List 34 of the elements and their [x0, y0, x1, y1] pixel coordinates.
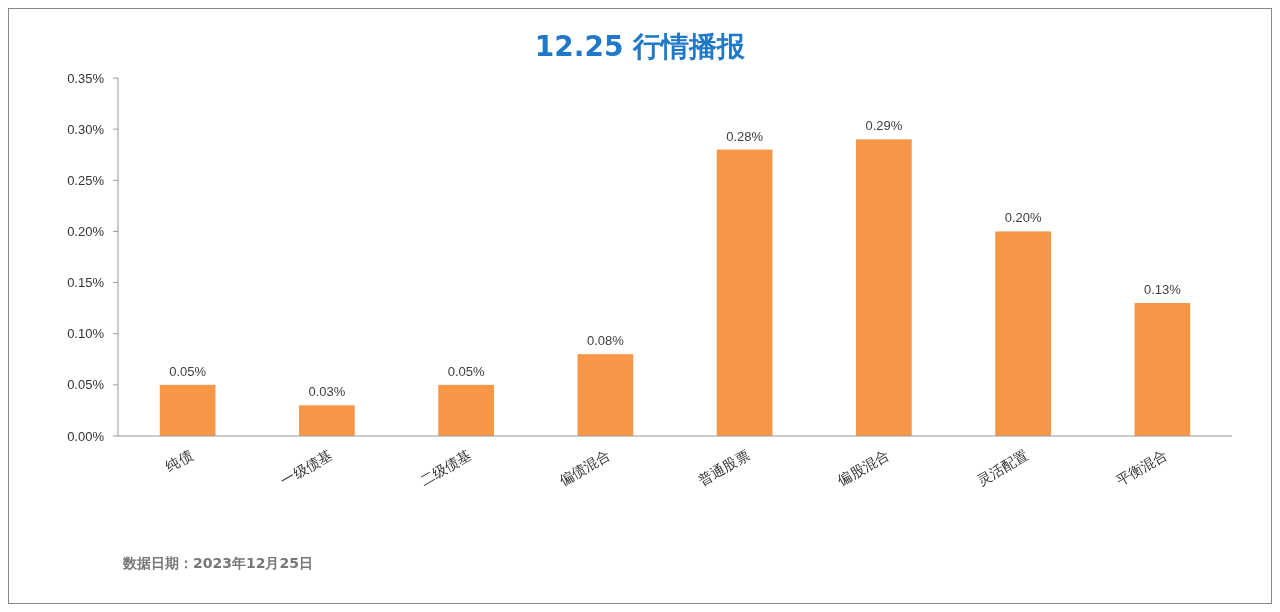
y-tick-label: 0.05%: [67, 377, 105, 393]
x-tick-label: 偏股混合: [834, 446, 892, 489]
x-tick-label: 偏债混合: [556, 446, 613, 489]
x-tick-label: 普通股票: [695, 446, 753, 489]
bar: [716, 149, 773, 436]
y-tick-label: 0.35%: [67, 70, 105, 86]
y-tick-label: 0.10%: [67, 326, 105, 342]
bar: [1134, 303, 1191, 436]
y-tick-label: 0.25%: [67, 172, 105, 188]
data-label: 0.29%: [865, 118, 903, 134]
x-tick-label: 纯债: [162, 446, 196, 475]
data-label: 0.05%: [169, 363, 207, 379]
bar: [299, 405, 355, 436]
bar: [159, 384, 216, 436]
data-label: 0.05%: [447, 363, 485, 379]
chart-title: 12.25 行情播报: [534, 30, 747, 63]
y-tick-label: 0.00%: [67, 428, 105, 444]
bar: [438, 384, 494, 436]
x-tick-label: 平衡混合: [1113, 446, 1170, 489]
y-tick-label: 0.15%: [67, 275, 105, 291]
data-label: 0.28%: [726, 128, 764, 144]
x-tick-label: 灵活配置: [974, 446, 1031, 489]
y-tick-label: 0.20%: [67, 223, 105, 239]
bar: [995, 231, 1051, 436]
bar: [577, 354, 634, 436]
x-tick-label: 二级债基: [417, 446, 474, 489]
x-tick-label: 一级债基: [277, 446, 335, 489]
data-label: 0.13%: [1143, 282, 1182, 298]
data-label: 0.20%: [1004, 210, 1042, 226]
text: 数据日期：2023年12月25日: [122, 555, 313, 571]
data-label: 0.08%: [586, 333, 625, 349]
data-label: 0.03%: [308, 384, 346, 400]
y-tick-label: 0.30%: [67, 121, 105, 137]
bar: [856, 139, 912, 436]
